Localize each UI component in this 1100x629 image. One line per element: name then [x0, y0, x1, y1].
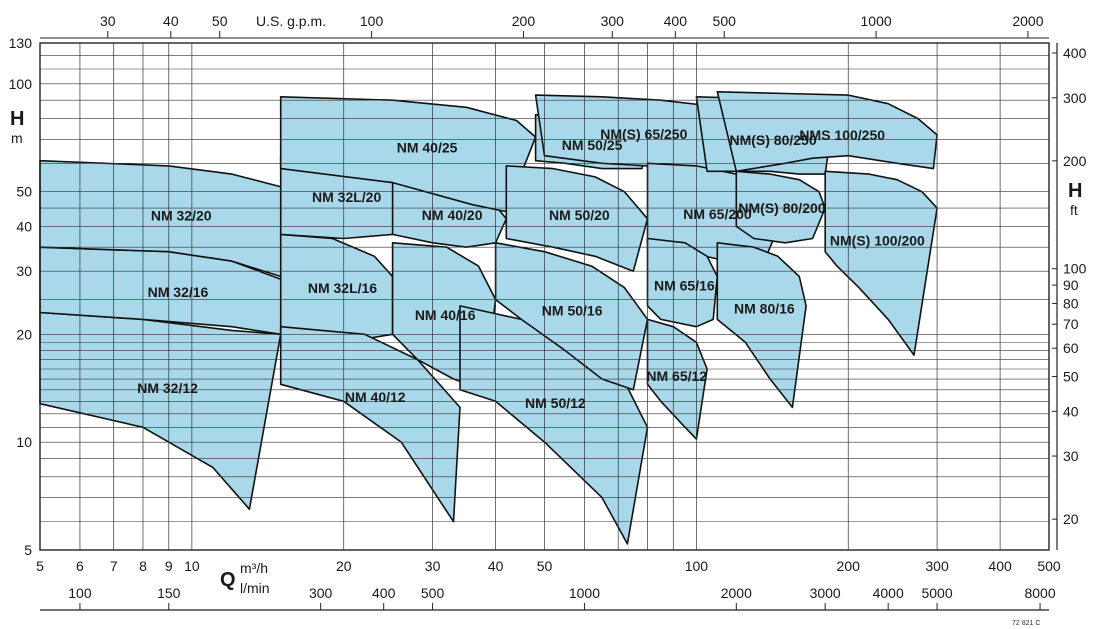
x-bottom-tick-label: 500: [1037, 558, 1061, 574]
x-bottom-tick-label: 9: [165, 558, 173, 574]
h-left-unit: m: [11, 130, 23, 146]
x-lmin-tick-label: 4000: [873, 585, 904, 601]
h-right-symbol: H: [1068, 180, 1082, 202]
x-top-tick-label: 40: [163, 13, 179, 29]
region-label-nm-40-16: NM 40/16: [415, 307, 476, 323]
region-label-nm-40-20: NM 40/20: [422, 207, 483, 223]
region-label-nm-65-16: NM 65/16: [654, 278, 715, 294]
y-left-tick-label: 40: [16, 218, 32, 234]
y-right-tick-label: 40: [1063, 403, 1079, 419]
y-left-tick-label: 5: [24, 542, 32, 558]
x-lmin-tick-label: 2000: [721, 585, 752, 601]
y-left-tick-label: 130: [9, 35, 33, 51]
top-unit-label: U.S. g.p.m.: [256, 13, 326, 29]
x-top-tick-label: 1000: [861, 13, 892, 29]
region-label-nm-80-16: NM 80/16: [734, 301, 795, 317]
x-lmin-tick-label: 150: [157, 585, 181, 601]
y-left-tick-label: 20: [16, 326, 32, 342]
region-label-nm-32l-20: NM 32L/20: [312, 189, 381, 205]
region-label-nm-32l-16: NM 32L/16: [308, 280, 377, 296]
x-bottom-tick-label: 5: [36, 558, 44, 574]
x-top-tick-label: 300: [601, 13, 625, 29]
x-top-tick-label: 500: [713, 13, 737, 29]
y-right-tick-label: 80: [1063, 295, 1079, 311]
y-left-tick-label: 10: [16, 434, 32, 450]
region-label-nm-40-25: NM 40/25: [397, 140, 458, 156]
x-bottom-tick-label: 300: [925, 558, 949, 574]
y-right-tick-label: 30: [1063, 448, 1079, 464]
x-lmin-tick-label: 8000: [1024, 585, 1055, 601]
h-left-symbol: H: [10, 108, 24, 130]
x-lmin-tick-label: 400: [372, 585, 396, 601]
x-lmin-tick-label: 3000: [810, 585, 841, 601]
x-bottom-tick-label: 6: [76, 558, 84, 574]
region-label-nm-s-65-250: NM(S) 65/250: [600, 126, 687, 142]
x-lmin-tick-label: 300: [309, 585, 333, 601]
q-symbol: Q: [220, 569, 236, 591]
region-label-nm-s-80-200: NM(S) 80/200: [738, 200, 825, 216]
y-right-tick-label: 70: [1063, 316, 1079, 332]
region-label-nms-100-250: NMS 100/250: [799, 127, 885, 143]
y-right-tick-label: 90: [1063, 277, 1079, 293]
region-label-nm-32-12: NM 32/12: [137, 380, 198, 396]
x-top-tick-label: 50: [212, 13, 228, 29]
h-right-unit: ft: [1070, 202, 1078, 218]
x-top-tick-label: 100: [360, 13, 384, 29]
q-unit-lmin: l/min: [240, 580, 270, 596]
y-right-tick-label: 60: [1063, 340, 1079, 356]
y-right-tick-label: 50: [1063, 369, 1079, 385]
chart-code: 72 821 C: [1012, 620, 1040, 627]
y-right-tick-label: 300: [1063, 90, 1087, 106]
x-bottom-tick-label: 10: [184, 558, 200, 574]
x-lmin-tick-label: 500: [421, 585, 445, 601]
region-label-nm-40-12: NM 40/12: [345, 389, 406, 405]
y-right-tick-label: 100: [1063, 261, 1087, 277]
y-left-tick-label: 30: [16, 263, 32, 279]
x-bottom-tick-label: 50: [537, 558, 553, 574]
y-left-tick-label: 100: [9, 76, 33, 92]
x-bottom-tick-label: 400: [988, 558, 1012, 574]
region-label-nm-50-16: NM 50/16: [542, 303, 603, 319]
x-top-tick-label: 400: [664, 13, 688, 29]
x-lmin-tick-label: 5000: [921, 585, 952, 601]
x-top-tick-label: 200: [512, 13, 536, 29]
y-right-tick-label: 400: [1063, 45, 1087, 61]
x-top-tick-label: 30: [100, 13, 116, 29]
x-bottom-tick-label: 100: [685, 558, 709, 574]
y-left-tick-label: 50: [16, 184, 32, 200]
x-bottom-tick-label: 8: [139, 558, 147, 574]
y-right-tick-label: 20: [1063, 511, 1079, 527]
region-label-nm-50-20: NM 50/20: [549, 207, 610, 223]
q-unit-m3h: m³/h: [240, 560, 268, 576]
x-top-tick-label: 2000: [1012, 13, 1043, 29]
x-bottom-tick-label: 40: [488, 558, 504, 574]
region-label-nm-32-16: NM 32/16: [148, 284, 209, 300]
region-label-nm-65-12: NM 65/12: [646, 368, 707, 384]
x-bottom-tick-label: 7: [110, 558, 118, 574]
x-lmin-tick-label: 100: [68, 585, 92, 601]
region-label-nm-s-100-200: NM(S) 100/200: [830, 232, 925, 248]
y-right-tick-label: 200: [1063, 153, 1087, 169]
region-label-nm-32-20: NM 32/20: [151, 208, 212, 224]
x-bottom-tick-label: 20: [336, 558, 352, 574]
region-label-nm-50-12: NM 50/12: [525, 395, 586, 411]
x-bottom-tick-label: 200: [837, 558, 861, 574]
x-bottom-tick-label: 30: [425, 558, 441, 574]
x-lmin-tick-label: 1000: [569, 585, 600, 601]
